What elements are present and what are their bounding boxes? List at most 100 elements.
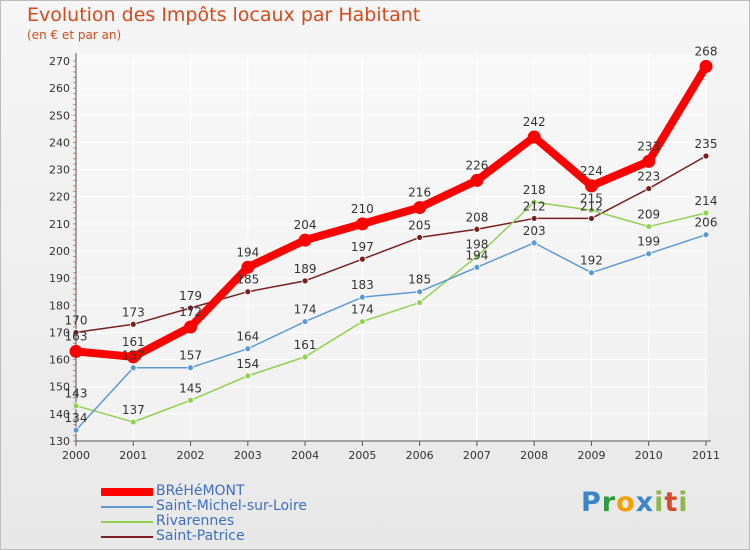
legend-swatch-saint-patrice xyxy=(101,535,153,538)
x-tick-label: 2002 xyxy=(177,449,205,462)
data-point-rivarennes xyxy=(129,418,137,426)
legend: BRéHéMONT Saint-Michel-sur-Loire Rivaren… xyxy=(101,484,307,544)
data-point-saint-patrice xyxy=(72,329,80,336)
data-point-saint-michel-sur-loire xyxy=(187,364,194,372)
data-point-rivarennes xyxy=(72,402,80,410)
data-label: 216 xyxy=(408,186,431,200)
data-point-saint-michel-sur-loire xyxy=(72,426,80,434)
legend-label-saint-michel: Saint-Michel-sur-Loire xyxy=(156,498,308,514)
data-point-br-h-mont xyxy=(355,217,369,231)
legend-item-saint-michel: Saint-Michel-sur-Loire xyxy=(101,499,307,514)
y-tick-label: 260 xyxy=(49,82,70,95)
legend-item-rivarennes: Rivarennes xyxy=(101,514,307,529)
data-label: 161 xyxy=(122,335,145,349)
data-label: 212 xyxy=(580,199,603,213)
data-point-saint-michel-sur-loire xyxy=(244,345,252,353)
data-point-br-h-mont xyxy=(126,350,140,364)
legend-swatch-rivarennes xyxy=(101,520,153,523)
y-tick-label: 210 xyxy=(49,218,70,231)
data-label: 143 xyxy=(65,387,88,401)
y-tick-label: 130 xyxy=(49,435,70,448)
data-point-saint-michel-sur-loire xyxy=(530,239,538,247)
data-point-br-h-mont xyxy=(642,154,656,168)
data-label: 134 xyxy=(65,411,88,425)
data-label: 208 xyxy=(465,210,488,224)
data-point-saint-michel-sur-loire xyxy=(129,364,137,372)
data-point-br-h-mont xyxy=(184,320,198,334)
data-point-rivarennes xyxy=(588,206,595,214)
y-tick-label: 230 xyxy=(49,164,70,177)
data-label: 157 xyxy=(122,349,145,363)
x-tick-label: 2004 xyxy=(291,449,319,462)
data-label: 235 xyxy=(695,137,718,151)
data-point-rivarennes xyxy=(530,198,538,206)
series-line-saint-michel-sur-loire xyxy=(75,233,707,431)
data-label: 154 xyxy=(236,357,259,371)
legend-item-brehemont: BRéHéMONT xyxy=(101,484,307,499)
legend-swatch-brehemont xyxy=(101,487,153,496)
y-tick-label: 270 xyxy=(49,55,70,68)
data-point-br-h-mont xyxy=(584,179,598,193)
x-tick-label: 2000 xyxy=(62,449,90,462)
data-label: 137 xyxy=(122,403,145,417)
data-label: 189 xyxy=(294,262,317,276)
data-point-saint-patrice xyxy=(129,320,137,328)
data-label: 174 xyxy=(294,303,317,317)
y-tick-label: 150 xyxy=(49,381,70,394)
data-label: 233 xyxy=(637,139,660,153)
data-label: 194 xyxy=(465,248,488,262)
data-point-saint-michel-sur-loire xyxy=(645,250,653,258)
chart-subtitle: (en € et par an) xyxy=(27,28,122,42)
data-point-saint-patrice xyxy=(301,277,309,285)
y-tick-label: 250 xyxy=(49,109,70,122)
data-label: 224 xyxy=(580,164,603,178)
data-label: 185 xyxy=(408,273,431,287)
x-tick-label: 2011 xyxy=(692,449,720,462)
chart-title: Evolution des Impôts locaux par Habitant xyxy=(27,4,421,26)
data-point-saint-patrice xyxy=(416,234,424,241)
series-line-br-h-mont xyxy=(72,62,710,361)
data-point-saint-michel-sur-loire xyxy=(588,269,595,277)
data-point-saint-patrice xyxy=(702,152,710,160)
data-label: 192 xyxy=(580,254,603,268)
data-point-rivarennes xyxy=(187,396,194,404)
data-point-rivarennes xyxy=(416,299,424,306)
y-tick-label: 180 xyxy=(49,299,70,312)
data-label: 183 xyxy=(351,278,374,292)
y-tick-label: 140 xyxy=(49,408,70,421)
data-label: 197 xyxy=(351,240,374,254)
data-point-saint-patrice xyxy=(358,255,366,263)
y-tick-label: 160 xyxy=(49,354,70,367)
data-point-saint-michel-sur-loire xyxy=(301,318,309,325)
data-point-saint-michel-sur-loire xyxy=(416,288,424,296)
data-label: 173 xyxy=(122,305,145,319)
data-label: 161 xyxy=(294,338,317,352)
data-label: 226 xyxy=(465,158,488,172)
data-label: 268 xyxy=(695,44,718,58)
data-label: 198 xyxy=(465,237,488,251)
data-point-br-h-mont xyxy=(413,201,427,215)
y-tick-label: 190 xyxy=(49,272,70,285)
data-point-br-h-mont xyxy=(298,233,312,247)
data-point-saint-michel-sur-loire xyxy=(358,293,366,301)
data-label: 205 xyxy=(408,218,431,232)
data-label: 214 xyxy=(695,194,718,208)
data-label: 185 xyxy=(236,273,259,287)
y-tick-label: 170 xyxy=(49,326,70,339)
data-label: 199 xyxy=(637,235,660,249)
x-tick-label: 2006 xyxy=(406,449,434,462)
data-label: 163 xyxy=(65,329,88,343)
y-tick-label: 240 xyxy=(49,136,70,149)
legend-label-brehemont: BRéHéMONT xyxy=(156,483,245,499)
data-label: 172 xyxy=(179,305,202,319)
data-point-saint-patrice xyxy=(473,225,481,233)
data-label: 203 xyxy=(523,224,546,238)
x-tick-label: 2008 xyxy=(520,449,548,462)
data-point-rivarennes xyxy=(244,372,252,380)
data-label: 206 xyxy=(695,216,718,230)
data-label: 164 xyxy=(236,330,259,344)
data-point-saint-patrice xyxy=(530,215,538,222)
x-tick-label: 2010 xyxy=(635,449,663,462)
